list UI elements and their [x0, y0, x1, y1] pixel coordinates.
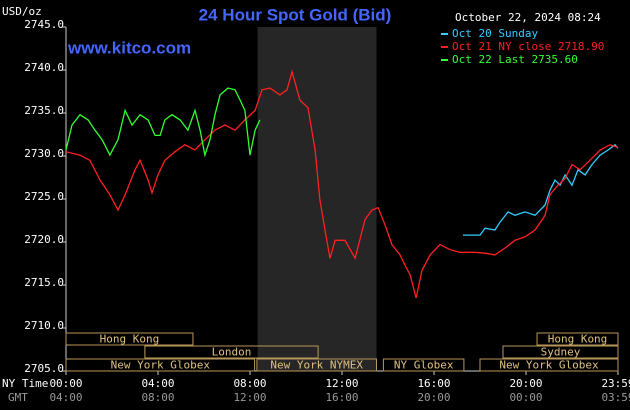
session-bar	[144, 345, 319, 359]
session-label: Hong Kong	[100, 333, 160, 346]
x2-tick-label: 04:00	[49, 391, 82, 404]
x-tick-label: 12:00	[325, 377, 358, 390]
x2-tick-label: 16:00	[325, 391, 358, 404]
x2-tick-label: 08:00	[141, 391, 174, 404]
session-bar	[65, 358, 256, 372]
y-unit: USD/oz	[2, 5, 42, 18]
site-name: www.kitco.com	[67, 38, 191, 57]
session-bar	[256, 358, 377, 372]
y-tick-label: 2725.0	[24, 190, 64, 203]
legend-label: Oct 20 Sunday	[452, 27, 538, 40]
x-tick-label: 00:00	[49, 377, 82, 390]
x2-axis-label: GMT	[8, 391, 28, 404]
x2-tick-label: 00:00	[509, 391, 542, 404]
y-tick-label: 2715.0	[24, 276, 64, 289]
session-label: London	[212, 346, 252, 359]
x-axis-label: NY Time	[2, 377, 48, 390]
shaded-region	[257, 27, 377, 371]
plot-underlay	[65, 27, 618, 372]
x2-tick-label: 12:00	[233, 391, 266, 404]
price-line	[65, 87, 261, 158]
y-tick-label: 2710.0	[24, 319, 64, 332]
legend-label: Oct 22 Last 2735.60	[452, 53, 578, 66]
x2-tick-label: 20:00	[417, 391, 450, 404]
session-label: NY Globex	[394, 359, 454, 372]
session-label: New York NYMEX	[270, 359, 363, 372]
x-tick-label: 20:00	[509, 377, 542, 390]
session-bar	[65, 332, 194, 346]
session-bar	[382, 358, 465, 372]
session-label: Sydney	[541, 346, 581, 359]
session-label: New York Globex	[111, 359, 211, 372]
x-tick-label: 08:00	[233, 377, 266, 390]
y-tick-label: 2735.0	[24, 104, 64, 117]
timestamp: October 22, 2024 08:24	[455, 11, 601, 24]
y-tick-label: 2730.0	[24, 147, 64, 160]
x-tick-label: 16:00	[417, 377, 450, 390]
y-tick-label: 2740.0	[24, 61, 64, 74]
session-bar	[479, 358, 619, 372]
price-line	[463, 143, 619, 236]
session-label: New York Globex	[499, 359, 599, 372]
y-tick-label: 2705.0	[24, 362, 64, 375]
x-tick-label: 04:00	[141, 377, 174, 390]
y-tick-label: 2745.0	[24, 18, 64, 31]
legend-label: Oct 21 NY close 2718.90	[452, 40, 604, 53]
session-bar	[502, 345, 619, 359]
session-bar	[536, 332, 619, 346]
session-label: Hong Kong	[548, 333, 608, 346]
x-tick-label: 23:59	[601, 377, 630, 390]
x2-tick-label: 03:59	[601, 391, 630, 404]
price-line	[65, 69, 619, 299]
y-tick-label: 2720.0	[24, 233, 64, 246]
chart-title: 24 Hour Spot Gold (Bid)	[199, 5, 392, 24]
